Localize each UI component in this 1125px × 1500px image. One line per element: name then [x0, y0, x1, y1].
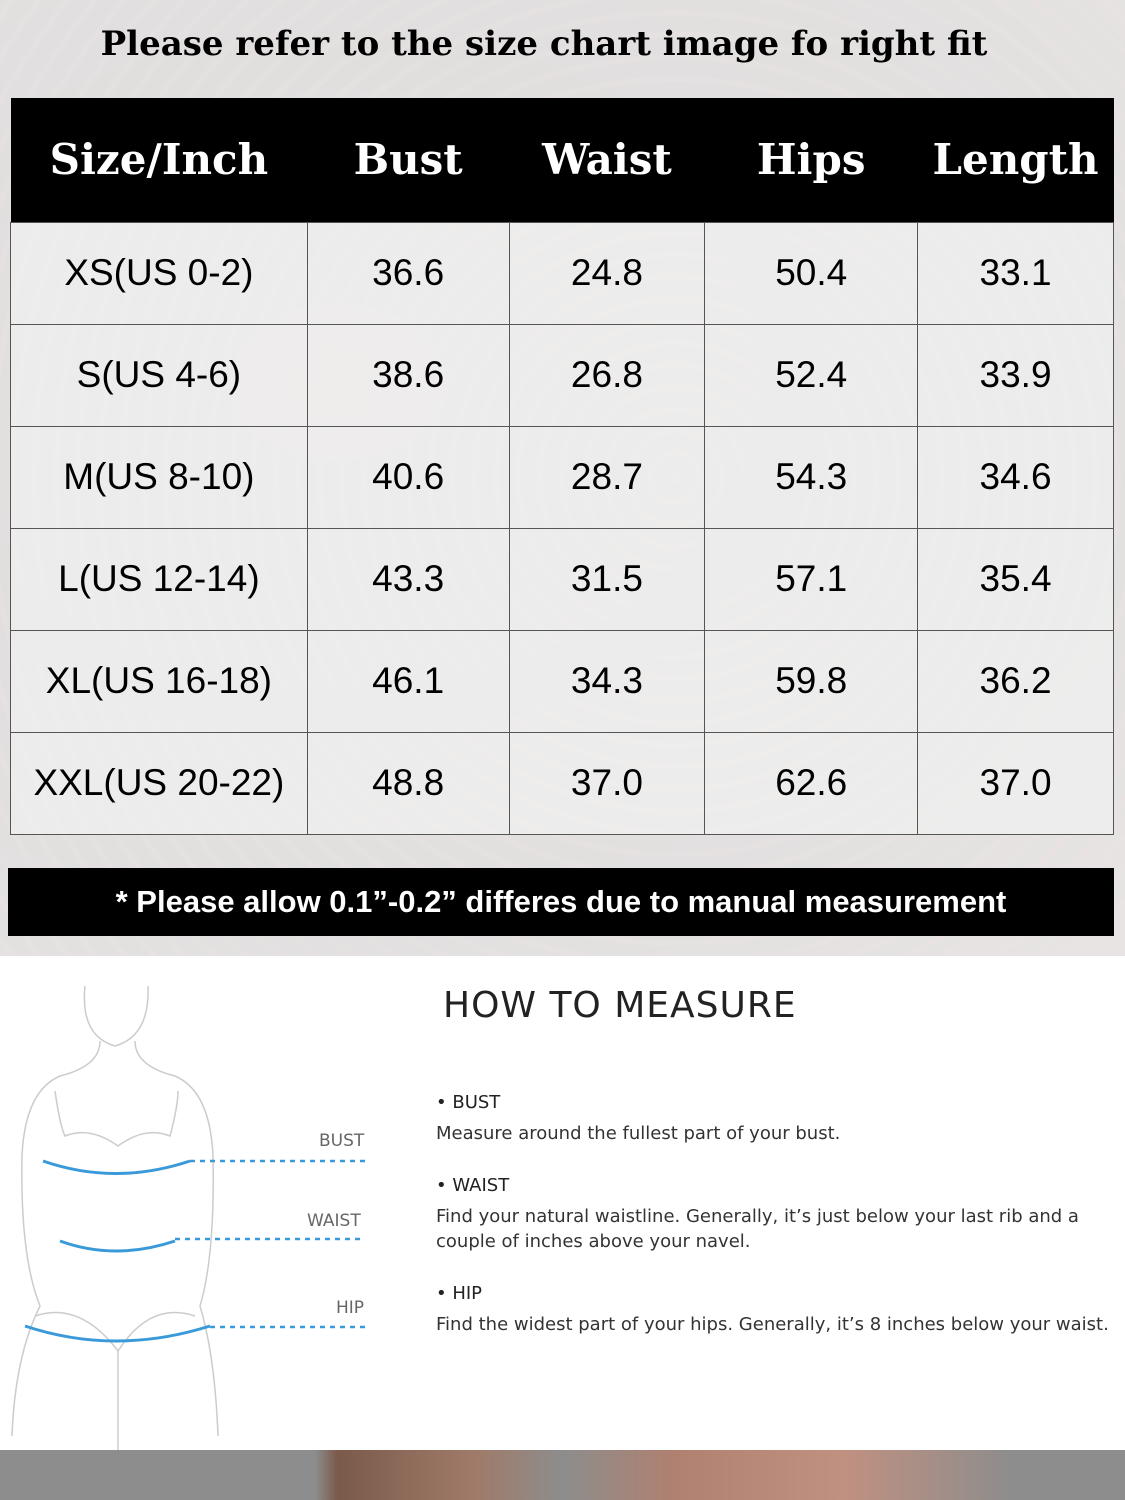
cell-size: XXL(US 20-22): [10, 731, 308, 835]
instruction-text: Measure around the fullest part of your …: [436, 1123, 841, 1144]
instruction-hip: • HIP Find the widest part of your hips.…: [436, 1283, 1125, 1337]
cell-length: 34.6: [917, 425, 1114, 529]
cell-size: L(US 12-14): [10, 527, 308, 631]
bottom-photo-strip: [0, 1450, 1125, 1500]
cell-length: 33.1: [917, 221, 1114, 325]
instruction-text: Find your natural waistline. Generally, …: [436, 1206, 1079, 1252]
hip-line: [24, 1324, 211, 1343]
table-row: XXL(US 20-22) 48.8 37.0 62.6 37.0: [10, 731, 1114, 835]
table-row: L(US 12-14) 43.3 31.5 57.1 35.4: [10, 527, 1114, 631]
cell-length: 33.9: [917, 323, 1114, 427]
diagram-label-bust: BUST: [319, 1131, 365, 1151]
diagram-label-hip: HIP: [336, 1298, 365, 1318]
instruction-heading: • WAIST: [436, 1175, 510, 1196]
size-table: Size/Inch Bust Waist Hips Length XS(US 0…: [10, 98, 1114, 835]
instruction-heading: • BUST: [436, 1092, 501, 1113]
waist-line: [59, 1239, 176, 1253]
cell-waist: 28.7: [508, 425, 706, 529]
cell-length: 35.4: [917, 527, 1114, 631]
cell-length: 36.2: [917, 629, 1114, 733]
table-row: S(US 4-6) 38.6 26.8 52.4 33.9: [10, 323, 1114, 427]
cell-hips: 59.8: [704, 629, 919, 733]
cell-waist: 31.5: [508, 527, 706, 631]
cell-size: XS(US 0-2): [10, 221, 308, 325]
cell-hips: 50.4: [704, 221, 919, 325]
cell-bust: 38.6: [306, 323, 510, 427]
header-waist: Waist: [509, 98, 705, 222]
cell-size: XL(US 16-18): [10, 629, 308, 733]
instruction-bust: • BUST Measure around the fullest part o…: [436, 1092, 1125, 1146]
cell-bust: 40.6: [306, 425, 510, 529]
header-length: Length: [917, 98, 1114, 222]
table-row: M(US 8-10) 40.6 28.7 54.3 34.6: [10, 425, 1114, 529]
cell-hips: 57.1: [704, 527, 919, 631]
table-row: XS(US 0-2) 36.6 24.8 50.4 33.1: [10, 221, 1114, 325]
header-bust: Bust: [307, 98, 510, 222]
instruction-waist: • WAIST Find your natural waistline. Gen…: [436, 1175, 1125, 1254]
table-row: XL(US 16-18) 46.1 34.3 59.8 36.2: [10, 629, 1114, 733]
cell-waist: 24.8: [508, 221, 706, 325]
diagram-label-waist: WAIST: [307, 1211, 361, 1231]
body-diagram: [11, 985, 365, 1450]
instruction-heading: • HIP: [436, 1283, 483, 1304]
chart-title: Please refer to the size chart image fo …: [100, 24, 988, 64]
cell-hips: 54.3: [704, 425, 919, 529]
cell-bust: 43.3: [306, 527, 510, 631]
cell-size: M(US 8-10): [10, 425, 308, 529]
cell-bust: 48.8: [306, 731, 510, 835]
header-hips: Hips: [704, 98, 918, 222]
cell-bust: 46.1: [306, 629, 510, 733]
cell-waist: 26.8: [508, 323, 706, 427]
cell-hips: 62.6: [704, 731, 919, 835]
cell-bust: 36.6: [306, 221, 510, 325]
cell-size: S(US 4-6): [10, 323, 308, 427]
how-to-measure-title: HOW TO MEASURE: [443, 985, 797, 1026]
cell-hips: 52.4: [704, 323, 919, 427]
cell-length: 37.0: [917, 731, 1114, 835]
how-to-measure-section: BUST WAIST HIP: [0, 956, 1125, 1450]
cell-waist: 34.3: [508, 629, 706, 733]
header-size: Size/Inch: [10, 98, 308, 222]
measurement-note: * Please allow 0.1”-0.2” differes due to…: [8, 868, 1114, 936]
instruction-text: Find the widest part of your hips. Gener…: [436, 1314, 1109, 1335]
bust-line: [42, 1159, 191, 1175]
cell-waist: 37.0: [508, 731, 706, 835]
table-header-row: Size/Inch Bust Waist Hips Length: [10, 98, 1114, 222]
